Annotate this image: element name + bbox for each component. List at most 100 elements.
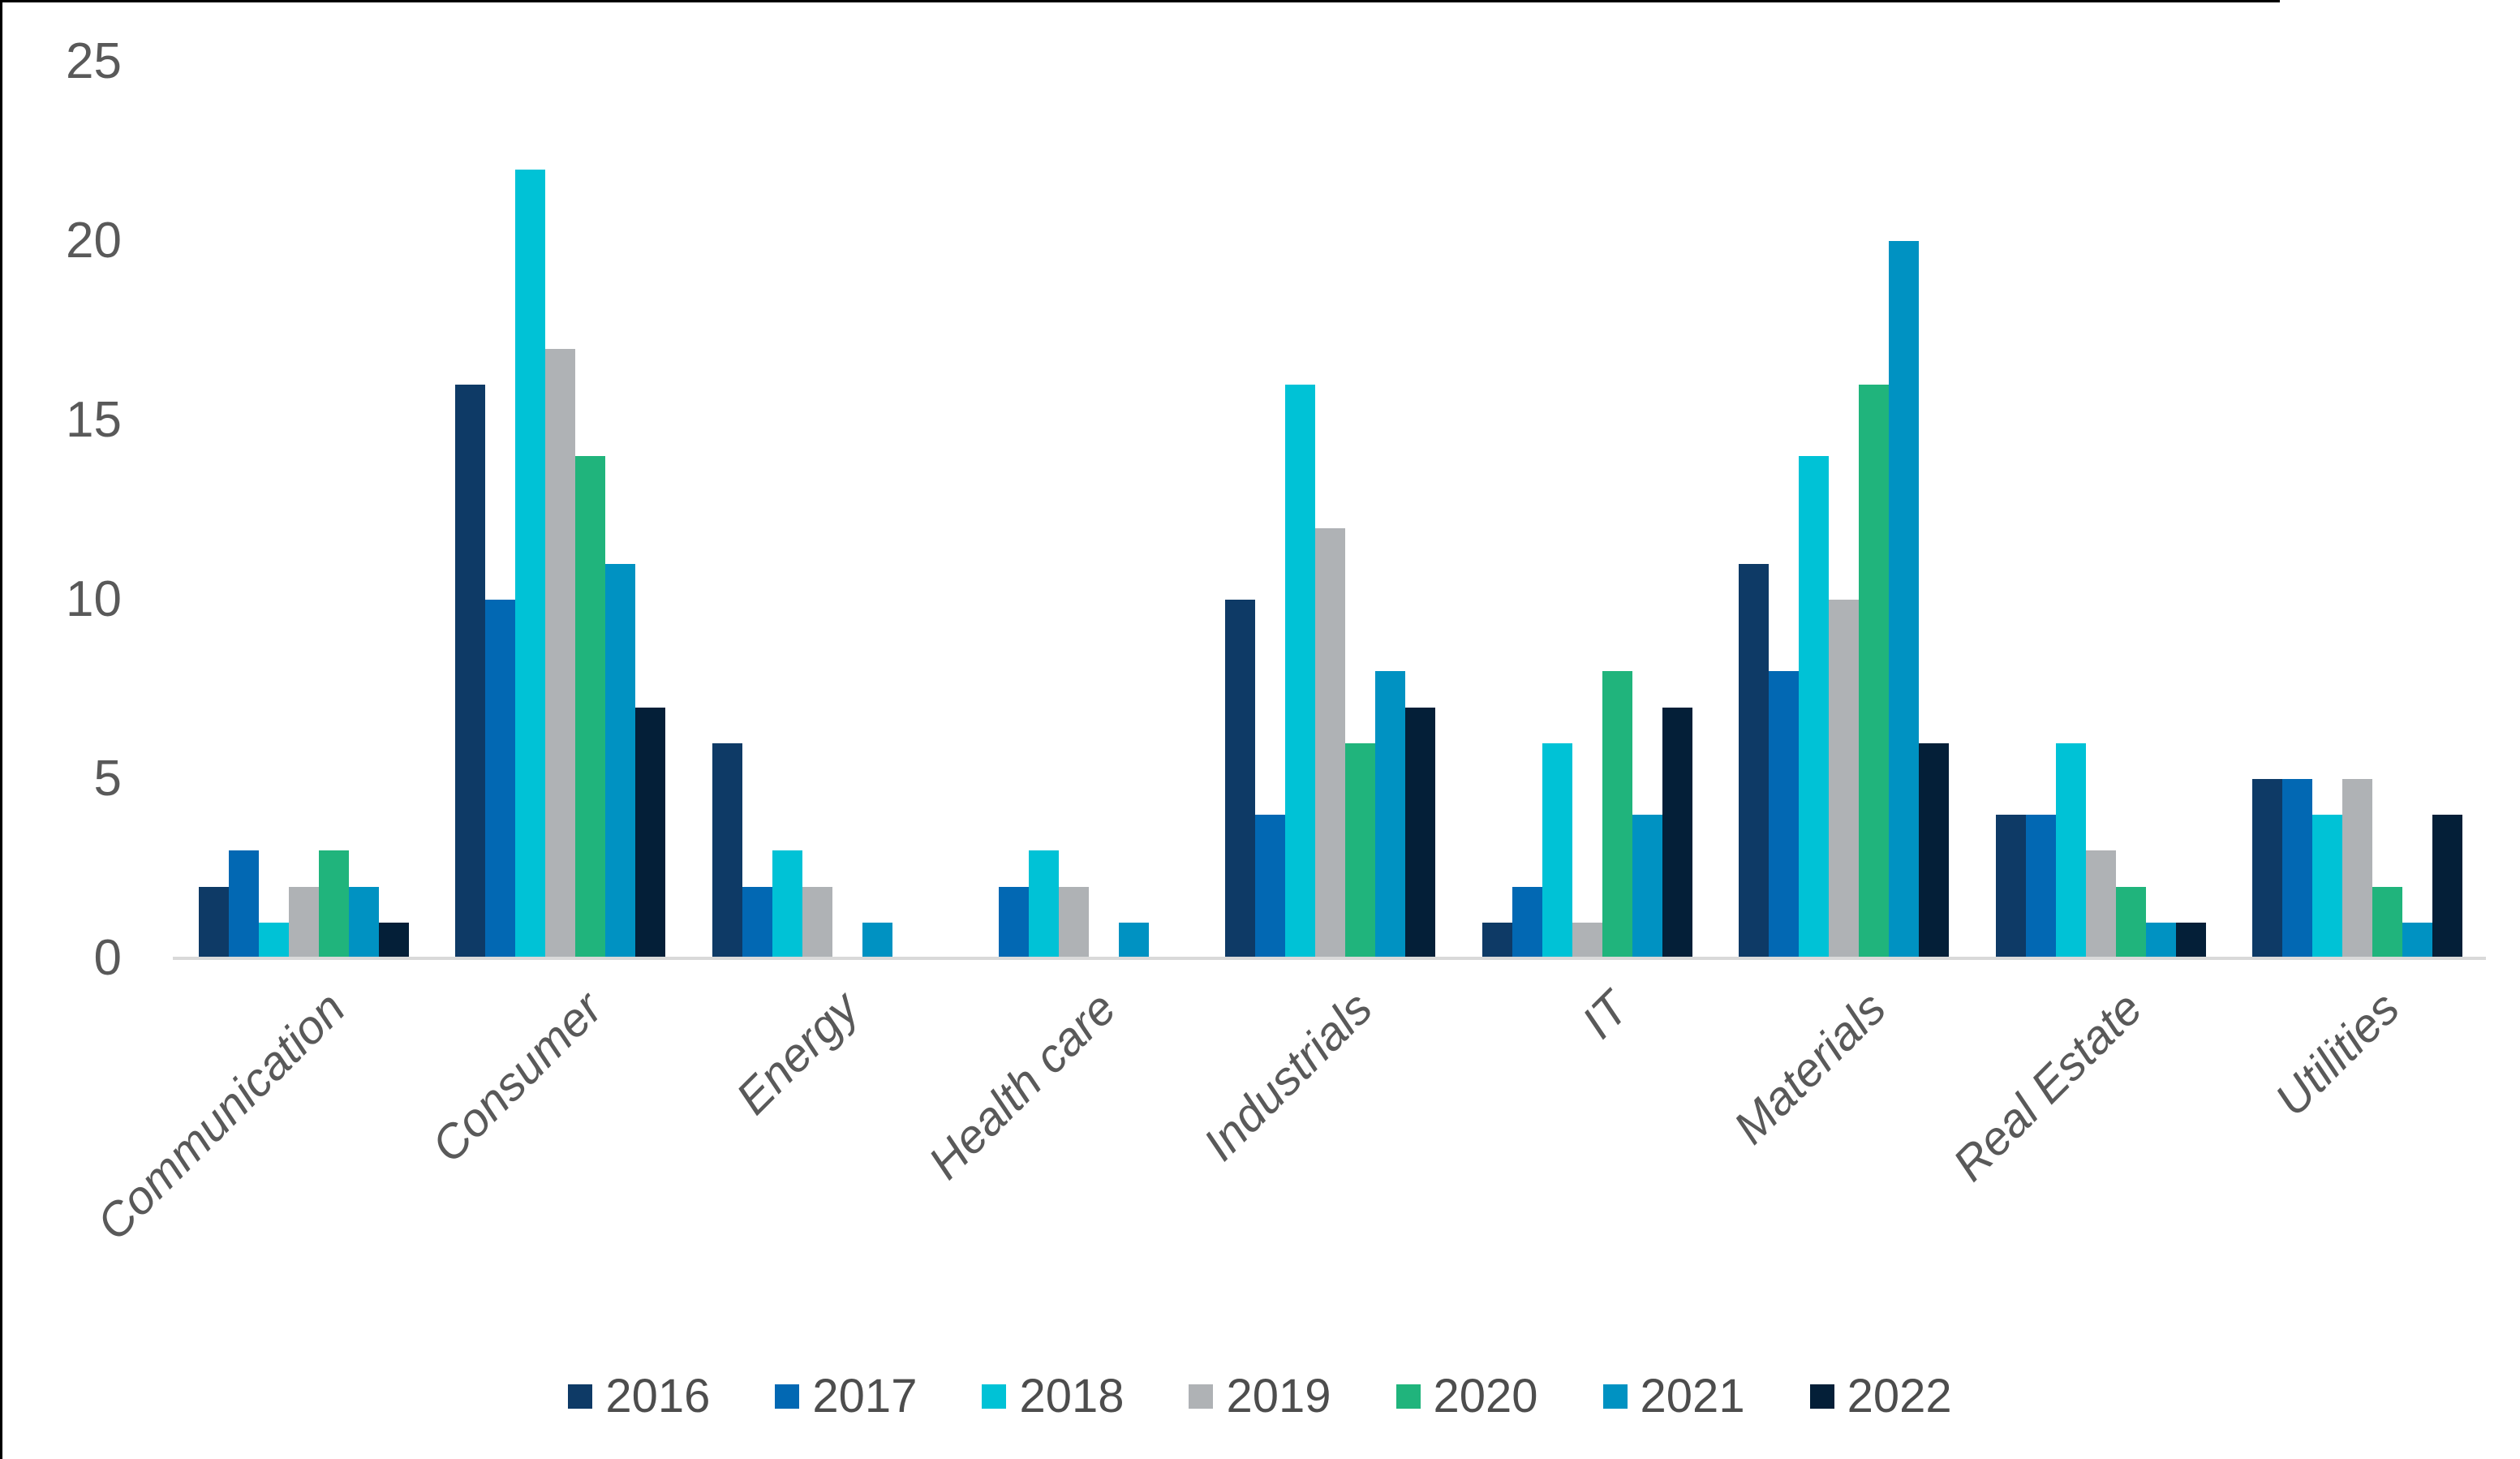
bar-2018 xyxy=(1542,742,1572,958)
bar-2022 xyxy=(378,922,409,958)
bar-group xyxy=(175,62,432,958)
bar-2021 xyxy=(605,563,636,958)
legend-label: 2016 xyxy=(605,1370,711,1422)
bar-2020 xyxy=(1859,384,1890,958)
legend-swatch xyxy=(982,1384,1007,1409)
bar-2021 xyxy=(862,922,892,958)
bar-2017 xyxy=(228,850,259,958)
bar-2020 xyxy=(2115,886,2146,958)
legend-swatch xyxy=(568,1384,593,1409)
bar-2019 xyxy=(1315,527,1346,958)
y-tick-label: 20 xyxy=(66,213,122,269)
y-tick-label: 0 xyxy=(93,930,122,986)
bar-2022 xyxy=(635,707,666,958)
legend: 2016 2017 2018 2019 2020 2021 2022 xyxy=(0,1373,2520,1420)
bar-2021 xyxy=(1375,671,1406,958)
bar-2019 xyxy=(545,348,576,958)
bar-2021 xyxy=(1632,815,1662,958)
bar-2021 xyxy=(1119,922,1150,958)
legend-item: 2021 xyxy=(1602,1370,1745,1422)
bar-2017 xyxy=(742,886,772,958)
bar-2017 xyxy=(1255,815,1286,958)
bar-group xyxy=(1459,62,1715,958)
bar-2017 xyxy=(2282,779,2313,958)
legend-label: 2021 xyxy=(1640,1370,1745,1422)
bar-2018 xyxy=(258,922,289,958)
bar-2019 xyxy=(1829,600,1860,958)
bar-2016 xyxy=(2252,779,2283,958)
legend-swatch xyxy=(1395,1384,1421,1409)
bar-2020 xyxy=(1345,742,1376,958)
legend-swatch xyxy=(775,1384,800,1409)
legend-label: 2018 xyxy=(1019,1370,1125,1422)
legend-label: 2017 xyxy=(812,1370,918,1422)
bar-2017 xyxy=(1769,671,1800,958)
bar-2016 xyxy=(1225,600,1256,958)
bar-2021 xyxy=(1889,241,1920,958)
bar-2018 xyxy=(1029,850,1060,958)
bar-2019 xyxy=(1572,922,1602,958)
legend-swatch xyxy=(1809,1384,1834,1409)
bar-2019 xyxy=(2085,850,2116,958)
legend-item: 2017 xyxy=(775,1373,917,1420)
bar-2016 xyxy=(1995,815,2026,958)
legend-item: 2016 xyxy=(568,1373,710,1420)
bar-2016 xyxy=(455,384,486,958)
bar-group xyxy=(1202,62,1459,958)
legend-item: 2019 xyxy=(1189,1373,1331,1420)
bar-2022 xyxy=(1405,707,1436,958)
bar-2017 xyxy=(1512,886,1542,958)
legend-item: 2022 xyxy=(1809,1370,1952,1422)
bar-2021 xyxy=(2402,922,2433,958)
plot-area xyxy=(175,62,2486,958)
bar-group xyxy=(1716,62,1972,958)
bar-2019 xyxy=(288,886,319,958)
bar-2019 xyxy=(2342,779,2373,958)
bar-2019 xyxy=(802,886,832,958)
legend-item: 2020 xyxy=(1395,1370,1538,1422)
bar-2022 xyxy=(2175,922,2206,958)
y-tick-label: 15 xyxy=(66,392,122,448)
bar-2017 xyxy=(485,600,516,958)
bar-2016 xyxy=(198,886,229,958)
bar-2016 xyxy=(1481,922,1512,958)
bar-2022 xyxy=(1919,742,1950,958)
bar-2020 xyxy=(1602,671,1632,958)
top-border xyxy=(0,0,2280,2)
legend-label: 2019 xyxy=(1226,1370,1331,1422)
bar-2016 xyxy=(1739,563,1770,958)
bar-2018 xyxy=(2055,742,2086,958)
legend-item: 2018 xyxy=(982,1373,1124,1420)
bar-2022 xyxy=(2432,815,2463,958)
bar-2021 xyxy=(2145,922,2176,958)
bar-2018 xyxy=(772,850,802,958)
bar-2017 xyxy=(999,886,1030,958)
bar-2018 xyxy=(1285,384,1316,958)
legend-label: 2022 xyxy=(1847,1370,1952,1422)
bar-2016 xyxy=(712,742,742,958)
y-tick-label: 5 xyxy=(93,751,122,807)
left-border xyxy=(0,0,2,1459)
y-tick-label: 25 xyxy=(66,33,122,89)
bar-group xyxy=(432,62,688,958)
bar-2020 xyxy=(2372,886,2403,958)
bar-2022 xyxy=(1662,707,1692,958)
x-axis-line xyxy=(173,957,2486,960)
legend-swatch xyxy=(1602,1384,1628,1409)
bar-2018 xyxy=(515,169,546,958)
bar-group xyxy=(2230,62,2486,958)
legend-label: 2020 xyxy=(1433,1370,1538,1422)
y-tick-label: 10 xyxy=(66,571,122,627)
bar-2020 xyxy=(318,850,349,958)
bar-2019 xyxy=(1059,886,1090,958)
legend-swatch xyxy=(1189,1384,1214,1409)
bar-2020 xyxy=(575,456,606,958)
bar-2017 xyxy=(2025,815,2056,958)
bar-2018 xyxy=(1799,456,1830,958)
bar-group xyxy=(1972,62,2229,958)
bar-2018 xyxy=(2312,815,2343,958)
bar-group xyxy=(689,62,945,958)
bar-2021 xyxy=(348,886,379,958)
bar-group xyxy=(945,62,1202,958)
